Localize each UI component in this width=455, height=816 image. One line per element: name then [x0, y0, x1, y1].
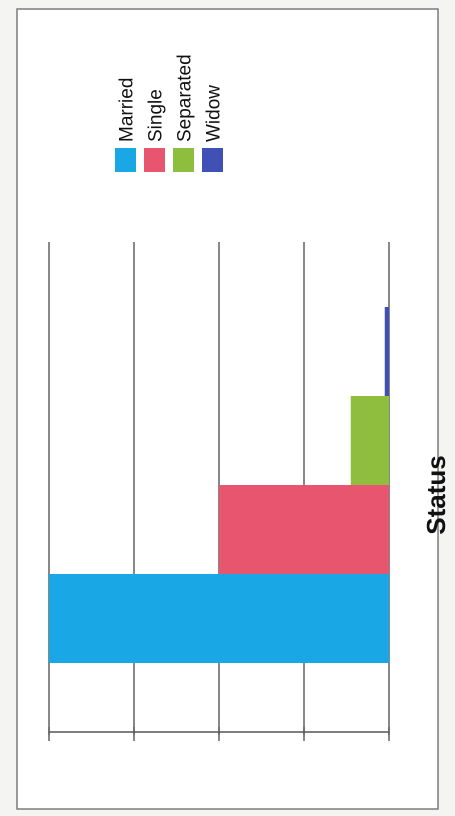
legend-label-widow: Widow — [204, 85, 225, 142]
value-axis — [48, 727, 390, 741]
legend-swatch-separated — [173, 148, 194, 172]
legend-label-separated: Separated — [175, 54, 196, 142]
legend-swatch-single — [144, 148, 165, 172]
legend: Married Single Separated Widow — [115, 54, 225, 172]
bar-married — [49, 574, 389, 663]
legend-swatch-married — [115, 148, 136, 172]
category-axis-title: Status — [421, 455, 451, 534]
category-axis-label: Status — [421, 455, 451, 534]
bar-separated — [350, 396, 389, 485]
legend-swatch-widow — [202, 148, 223, 172]
legend-label-married: Married — [117, 78, 138, 142]
bar-single — [219, 485, 389, 574]
bars — [49, 307, 389, 663]
legend-label-single: Single — [146, 89, 167, 142]
bar-widow — [384, 307, 389, 396]
